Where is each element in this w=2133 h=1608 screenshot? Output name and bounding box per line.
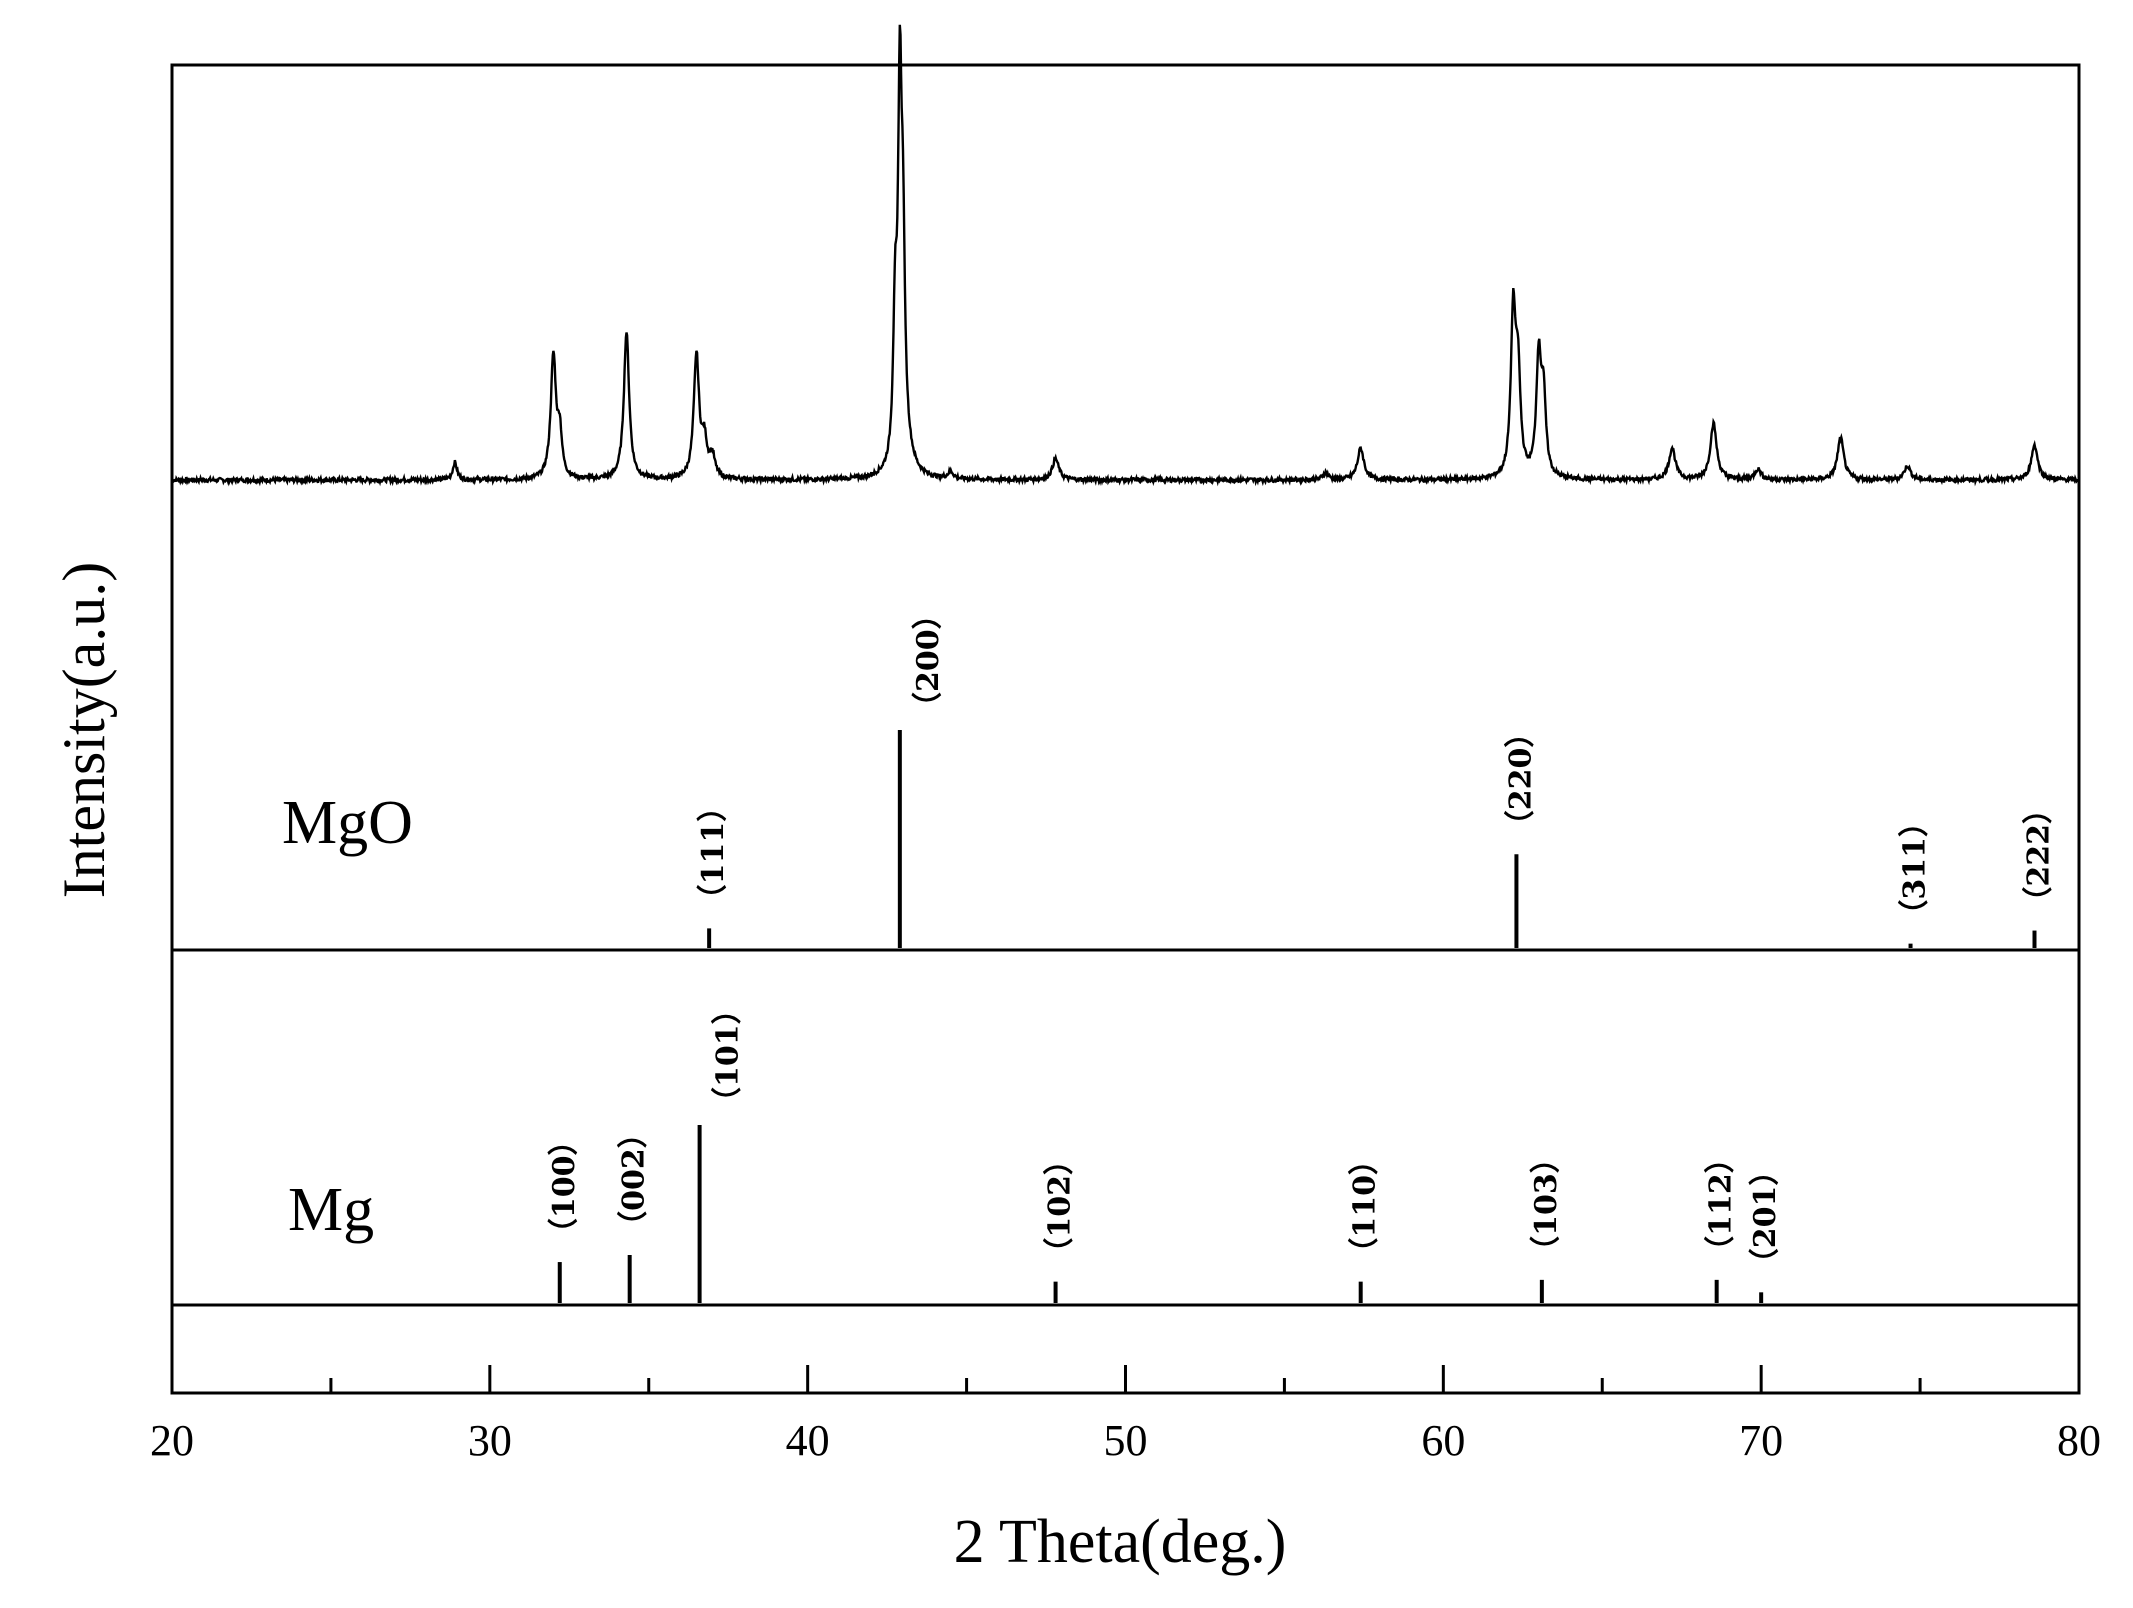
x-tick-label: 50 [1104, 1416, 1148, 1465]
mg-hkl-label: （112） [1704, 1143, 1739, 1266]
pattern-series-line [171, 24, 2081, 487]
mg-hkl-label: （102） [1043, 1145, 1078, 1268]
mg-hkl-label: （002） [617, 1118, 652, 1241]
mg-hkl-label: （103） [1529, 1143, 1564, 1266]
mg-panel: （100） （002） （101） （102） （110） （103） （112） （201） [547, 994, 1783, 1303]
x-tick-label: 60 [1421, 1416, 1465, 1465]
mgo-panel: （111） （200） （220） （311） （222） [696, 599, 2057, 948]
mgo-hkl-label: （200） [911, 599, 946, 722]
pattern-panel [171, 24, 2081, 487]
x-tick-label: 70 [1739, 1416, 1783, 1465]
x-tick-label: 20 [150, 1416, 194, 1465]
mg-hkl-label: （110） [1348, 1145, 1383, 1268]
x-axis-label: 2 Theta(deg.) [954, 1508, 1287, 1576]
mgo-hkl-label: （111） [696, 792, 731, 915]
plot-border [170, 63, 2081, 1395]
y-axis-label: Intensity(a.u.) [51, 562, 117, 899]
mg-hkl-label: （100） [547, 1125, 582, 1248]
mgo-hkl-label: （222） [2022, 794, 2057, 917]
mgo-hkl-label: （220） [1503, 718, 1538, 841]
mgo-panel-label: MgO [282, 789, 413, 857]
x-axis: 20 30 40 50 60 70 80 [150, 1365, 2101, 1465]
plot-frame [170, 63, 2081, 1395]
mg-hkl-label: （201） [1748, 1156, 1783, 1279]
x-tick-label: 80 [2057, 1416, 2101, 1465]
mg-panel-label: Mg [288, 1176, 374, 1244]
x-tick-label: 30 [468, 1416, 512, 1465]
mg-hkl-label: （101） [711, 994, 746, 1117]
x-tick-label: 40 [786, 1416, 830, 1465]
mgo-hkl-label: （311） [1898, 807, 1933, 930]
